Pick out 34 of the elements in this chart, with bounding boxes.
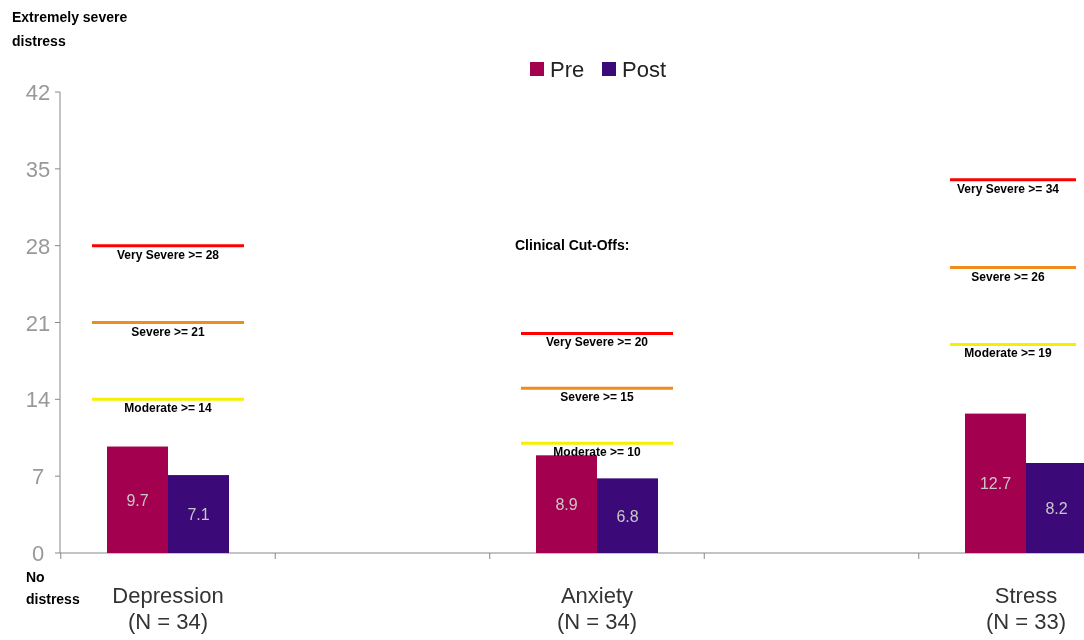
y-tick-label: 42 xyxy=(25,80,51,105)
bar xyxy=(168,475,229,553)
ref-line-label: Very Severe >= 20 xyxy=(545,335,649,350)
data-label: 12.7 xyxy=(979,475,1012,493)
legend-label: Pre xyxy=(550,57,585,82)
data-label: 7.1 xyxy=(187,506,210,524)
bar xyxy=(536,455,597,553)
y-tick-label: 28 xyxy=(25,233,51,259)
text: Extremely severe distress xyxy=(12,9,128,49)
y-tick-label: 21 xyxy=(25,310,51,336)
data-label: 8.9 xyxy=(555,496,578,514)
ref-line-label: Moderate >= 19 xyxy=(964,346,1053,361)
bar xyxy=(107,446,168,553)
y-tick-label: 7 xyxy=(31,464,45,490)
legend-label: Post xyxy=(622,57,667,82)
text: No distress xyxy=(26,569,80,607)
y-tick-label: 35 xyxy=(25,156,51,182)
bar xyxy=(597,478,658,553)
x-tick-label: Anxiety (N = 34) xyxy=(556,583,638,634)
x-tick-label: Depression (N = 34) xyxy=(112,583,224,634)
ref-line-label: Severe >= 15 xyxy=(560,390,635,405)
x-tick-label: Stress (N = 33) xyxy=(985,583,1067,634)
ref-line-label: Moderate >= 14 xyxy=(124,401,213,416)
ref-line-label: Severe >= 26 xyxy=(971,269,1046,284)
ref-line-label: Very Severe >= 28 xyxy=(116,247,220,262)
bar xyxy=(965,413,1026,553)
y-tick-label: 0 xyxy=(31,541,45,566)
data-label: 9.7 xyxy=(126,491,149,509)
y-tick-label: 14 xyxy=(25,387,51,413)
annotation: Clinical Cut-Offs: xyxy=(515,237,630,253)
ref-line-label: Very Severe >= 34 xyxy=(956,181,1060,196)
ref-line-label: Severe >= 21 xyxy=(131,324,206,339)
data-label: 8.2 xyxy=(1045,500,1068,517)
data-label: 6.8 xyxy=(616,507,639,525)
